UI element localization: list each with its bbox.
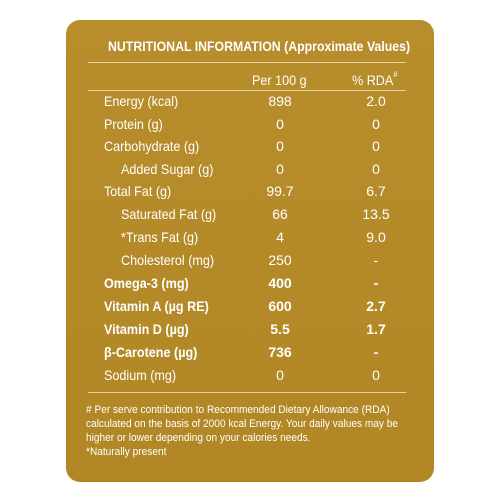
table-row: Saturated Fat (g) 66 13.5 [0,206,500,228]
nutrient-name: Carbohydrate (g) [104,138,200,154]
per-100g-value: 66 [272,206,288,222]
nutrient-name: β-Carotene (µg) [104,344,198,360]
table-title: NUTRITIONAL INFORMATION (Approximate Val… [108,38,411,54]
per-100g-value: 4 [276,229,284,245]
column-header-rda: % RDA# [352,70,398,88]
per-100g-value: 5.5 [270,321,290,337]
rda-value: 0 [372,367,380,383]
title-divider [88,62,406,63]
rda-value: 9.0 [366,229,386,245]
rda-value: 0 [372,116,380,132]
rda-value: - [373,275,379,291]
footnote-line: *Naturally present [86,446,167,458]
per-100g-value: 99.7 [266,183,294,199]
table-row: Omega-3 (mg) 400 - [0,275,500,297]
footnote-block: # Per serve contribution to Recommended … [86,403,414,459]
nutrient-name: Omega-3 (mg) [104,275,189,291]
nutrient-name: Total Fat (g) [104,183,172,199]
table-row: Energy (kcal) 898 2.0 [0,93,500,115]
per-100g-value: 0 [276,161,284,177]
per-100g-value: 250 [268,252,292,268]
rda-value: - [373,344,379,360]
rda-value: 0 [372,138,380,154]
rda-label: % RDA [352,72,394,88]
rda-value: 1.7 [366,321,386,337]
nutrient-name: *Trans Fat (g) [121,229,199,245]
nutrient-name: Saturated Fat (g) [121,206,217,222]
rda-value: 0 [372,161,380,177]
column-header-per-100g: Per 100 g [252,72,307,88]
per-100g-value: 0 [276,138,284,154]
nutrient-name: Cholesterol (mg) [121,252,215,268]
rda-value: 6.7 [366,183,386,199]
table-row: Sodium (mg) 0 0 [0,367,500,389]
footnote-line: calculated on the basis of 2000 kcal Ene… [86,418,399,430]
nutrient-name: Energy (kcal) [104,93,179,109]
table-row: Carbohydrate (g) 0 0 [0,138,500,160]
per-100g-value: 898 [268,93,292,109]
per-100g-value: 736 [268,344,292,360]
rda-value: 2.7 [366,298,386,314]
table-row: Vitamin A (µg RE) 600 2.7 [0,298,500,320]
per-100g-value: 400 [268,275,292,291]
rda-value: - [373,252,379,268]
table-row: Total Fat (g) 99.7 6.7 [0,183,500,205]
table-row: β-Carotene (µg) 736 - [0,344,500,366]
table-row: Protein (g) 0 0 [0,116,500,138]
footer-divider [88,392,406,393]
per-100g-value: 0 [276,367,284,383]
nutrient-name: Vitamin A (µg RE) [104,298,209,314]
nutrient-name: Protein (g) [104,116,163,132]
per-100g-value: 600 [268,298,292,314]
table-row: Vitamin D (µg) 5.5 1.7 [0,321,500,343]
footnote-line: higher or lower depending on your calori… [86,432,311,444]
per-100g-value: 0 [276,116,284,132]
nutrient-name: Sodium (mg) [104,367,177,383]
footnote-line: # Per serve contribution to Recommended … [86,404,390,416]
rda-footnote-mark: # [393,70,398,79]
table-row: *Trans Fat (g) 4 9.0 [0,229,500,251]
header-divider [88,90,406,91]
nutrient-name: Added Sugar (g) [121,161,214,177]
rda-value: 2.0 [366,93,386,109]
rda-value: 13.5 [362,206,390,222]
table-row: Added Sugar (g) 0 0 [0,161,500,183]
nutrition-panel [66,20,434,482]
nutrient-name: Vitamin D (µg) [104,321,189,337]
table-row: Cholesterol (mg) 250 - [0,252,500,274]
